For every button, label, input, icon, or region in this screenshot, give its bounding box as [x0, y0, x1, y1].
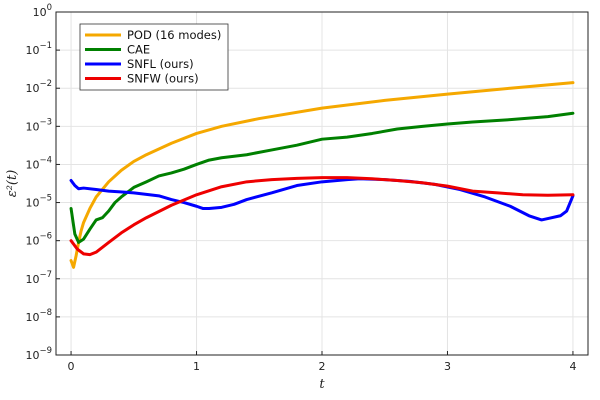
y-tick-label: 10−9 [25, 346, 52, 362]
y-axis-title: ε²(t) [5, 170, 20, 198]
y-tick-label: 10−6 [25, 232, 52, 248]
x-tick-label: 4 [569, 360, 576, 373]
x-axis-title: t [319, 377, 325, 392]
legend-label-snfw-ours: SNFW (ours) [127, 72, 199, 86]
x-axis-ticks: 0 1 2 3 4 [68, 351, 576, 373]
y-tick-label: 10−7 [25, 270, 52, 286]
y-tick-label: 10−8 [25, 308, 52, 324]
series-lines [69, 81, 575, 269]
y-tick-label: 10−2 [25, 79, 52, 95]
x-tick-label: 3 [444, 360, 451, 373]
y-tick-label: 10−4 [25, 155, 52, 171]
legend-label-cae: CAE [127, 43, 150, 57]
series-line-pod-16-modes [69, 81, 575, 269]
y-tick-label: 10−1 [25, 41, 52, 57]
series-line-cae [69, 111, 575, 244]
y-tick-label: 10−5 [25, 194, 52, 210]
legend-label-snfl-ours: SNFL (ours) [127, 57, 194, 71]
y-tick-label: 10−3 [25, 117, 52, 133]
y-tick-label: 100 [33, 3, 52, 19]
x-tick-label: 1 [193, 360, 200, 373]
x-tick-label: 2 [319, 360, 326, 373]
series-line-snfl-ours [69, 177, 575, 222]
legend-label-pod-16-modes: POD (16 modes) [127, 28, 221, 42]
y-axis-ticks: 10−9 10−8 10−7 10−6 10−5 10−4 10−3 10−2 10−1 100 [25, 3, 60, 362]
series-line-snfw-ours [69, 176, 575, 257]
x-tick-label: 0 [68, 360, 75, 373]
